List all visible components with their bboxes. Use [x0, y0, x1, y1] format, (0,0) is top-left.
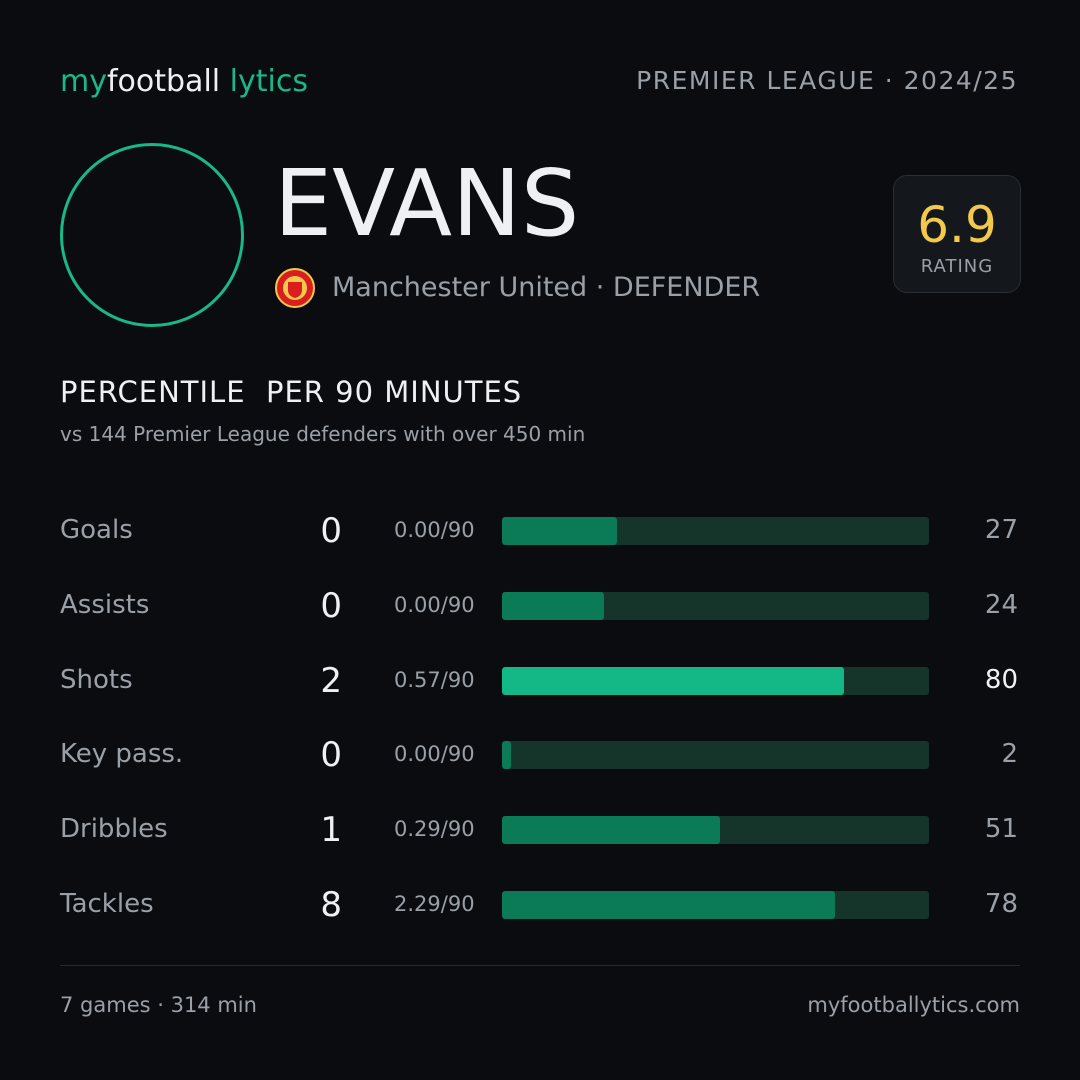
percentile-value: 78 [984, 889, 1018, 919]
percentile-value: 24 [984, 589, 1018, 620]
section-title: PERCENTILE PER 90 MINUTES [60, 375, 523, 409]
section-subtitle: vs 144 Premier League defenders with ove… [60, 422, 586, 446]
player-name: EVANS [274, 150, 580, 257]
bar-track [502, 891, 929, 919]
stat-total: 2 [320, 660, 342, 701]
league: PREMIER LEAGUE · 2024/25 [636, 66, 1018, 95]
percentile-bar [502, 517, 618, 545]
stat-label: Assists [60, 589, 150, 620]
stat-total: 0 [320, 585, 342, 626]
club-crest [275, 268, 315, 308]
percentile-value: 2 [1001, 739, 1018, 770]
stat-label: Goals [60, 515, 133, 545]
stat-label: Shots [60, 664, 133, 695]
rating-box: 6.9 RATING [893, 175, 1021, 293]
stat-per90: 0.00/90 [394, 518, 475, 542]
stat-total: 1 [320, 810, 342, 851]
brand-part: my [60, 64, 107, 99]
bar-track [502, 517, 929, 545]
percentile-bar [502, 741, 511, 770]
stat-label: Dribbles [60, 814, 168, 845]
percentile-bar [502, 666, 844, 695]
percentile-value: 80 [984, 664, 1018, 695]
player-meta: Manchester United · DEFENDER [332, 272, 761, 303]
brand: myfootball lytics [60, 64, 308, 99]
stat-total: 0 [320, 735, 342, 776]
percentile-bar [502, 816, 720, 845]
percentile-value: 27 [984, 515, 1018, 545]
stat-per90: 0.57/90 [394, 667, 475, 692]
stat-label: Tackles [60, 889, 154, 919]
bar-track [502, 741, 929, 770]
percentile-bar [502, 891, 836, 919]
brand-part: lytics [229, 64, 308, 99]
avatar [60, 143, 244, 327]
rating-label: RATING [920, 256, 994, 277]
rating-value: 6.9 [917, 196, 997, 254]
stat-total: 0 [320, 511, 342, 551]
stat-per90: 0.00/90 [394, 592, 475, 617]
bar-track [502, 591, 929, 620]
stat-per90: 2.29/90 [394, 892, 475, 916]
footer-right: myfootballytics.com [807, 993, 1020, 1017]
bar-track [502, 666, 929, 695]
stat-per90: 0.00/90 [394, 742, 475, 767]
stat-label: Key pass. [60, 739, 184, 770]
brand-part: football [106, 64, 221, 99]
stat-per90: 0.29/90 [394, 817, 475, 842]
divider [60, 965, 1020, 966]
percentile-value: 51 [984, 814, 1018, 845]
stat-total: 8 [320, 885, 342, 925]
percentile-bar [502, 591, 605, 620]
footer-left: 7 games · 314 min [60, 993, 257, 1017]
bar-track [502, 816, 929, 845]
